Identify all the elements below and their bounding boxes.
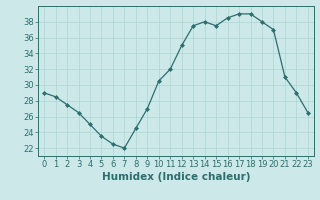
X-axis label: Humidex (Indice chaleur): Humidex (Indice chaleur) <box>102 172 250 182</box>
